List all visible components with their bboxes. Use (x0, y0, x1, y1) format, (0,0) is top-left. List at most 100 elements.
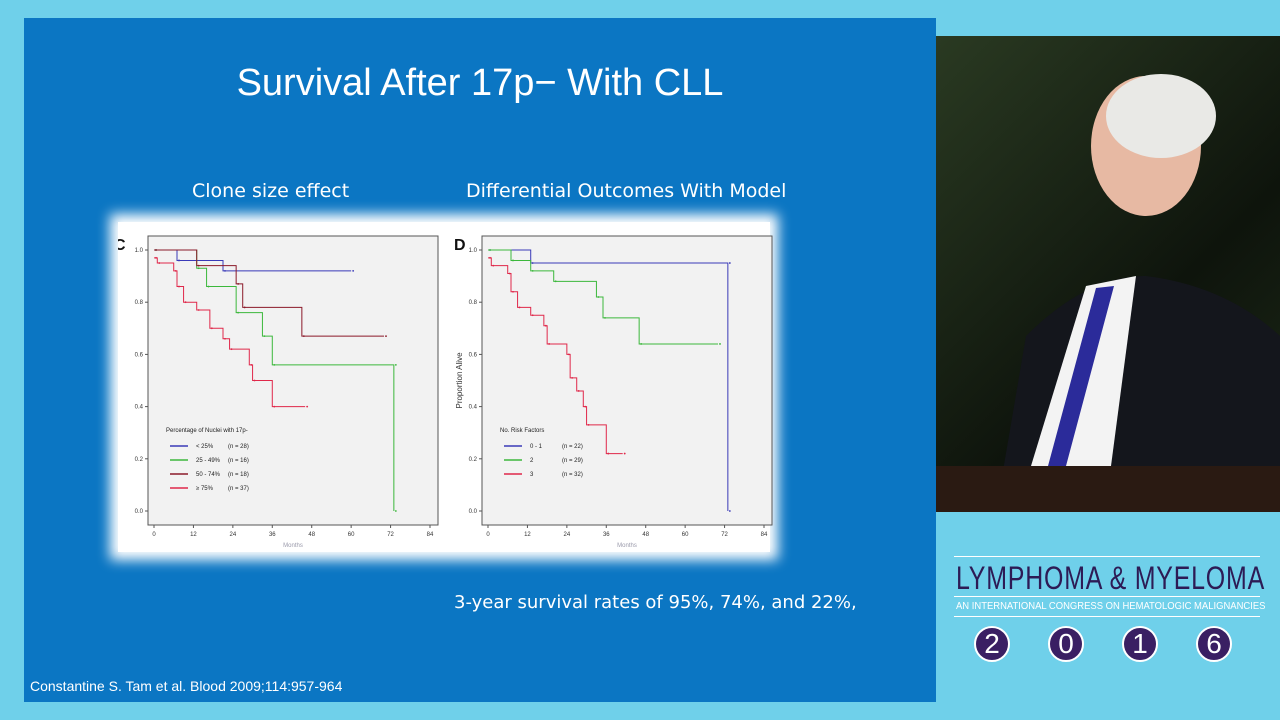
censor-mark (604, 316, 606, 319)
censor-mark (640, 343, 643, 345)
y-tick-label: 0.6 (135, 352, 144, 358)
censor-mark (531, 314, 534, 317)
censor-mark (554, 280, 557, 283)
x-tick-label: 12 (190, 532, 197, 538)
y-axis-label: Proportion Alive (455, 352, 464, 409)
censor-mark (184, 301, 187, 304)
x-tick-label: 84 (761, 532, 768, 538)
y-tick-label: 0.2 (469, 457, 478, 463)
censor-mark (237, 283, 240, 285)
x-tick-label: 0 (486, 532, 490, 538)
year-digit: 6 (1196, 626, 1232, 662)
plot-area (147, 235, 439, 526)
censor-mark (394, 510, 397, 512)
chart-panel-d: D 0.0 0.2 0.4 0.6 0.8 1.0 0 12 24 36 48 60 72 84 Months… (454, 235, 773, 549)
left-chart-subtitle: Clone size effect (192, 180, 350, 202)
censor-mark (197, 267, 200, 270)
y-tick-label: 1.0 (469, 248, 478, 254)
censor-mark (197, 309, 200, 311)
logo-name: LYMPHOMA & MYELOMA (956, 560, 1266, 596)
x-tick-label: 24 (230, 532, 237, 538)
legend-count: (n = 16) (228, 458, 249, 464)
x-axis-label: Months (617, 543, 637, 549)
x-tick-label: 72 (721, 532, 728, 538)
year-digit: 0 (1048, 626, 1084, 662)
censor-mark (174, 269, 177, 272)
legend-label: < 25% (196, 444, 214, 450)
legend-title: Percentage of Nuclei with 17p- (166, 428, 248, 434)
censor-mark (385, 335, 387, 338)
censor-mark (207, 285, 210, 288)
censor-mark (548, 343, 551, 345)
legend-count: (n = 22) (562, 444, 583, 450)
presentation-slide: Survival After 17p− With CLL Clone size … (24, 18, 936, 702)
censor-mark (577, 390, 580, 392)
legend-count: (n = 28) (228, 444, 249, 450)
speaker-silhouette (936, 74, 1280, 512)
censor-mark (250, 363, 253, 366)
x-axis-label: Months (283, 543, 303, 549)
censor-mark (155, 249, 157, 251)
legend-label: 3 (530, 472, 534, 478)
censor-mark (512, 259, 514, 262)
y-tick-label: 0.8 (135, 300, 144, 306)
censor-mark (728, 510, 731, 512)
right-chart-subtitle: Differential Outcomes With Model (466, 180, 787, 202)
legend-count: (n = 18) (228, 472, 249, 478)
survival-curve-3 (154, 257, 306, 408)
slide-title: Survival After 17p− With CLL (236, 62, 724, 104)
x-tick-label: 72 (387, 532, 394, 538)
censor-mark (607, 452, 610, 455)
censor-mark (178, 285, 180, 288)
censor-mark (158, 262, 161, 264)
censor-mark (728, 262, 731, 264)
censor-mark (263, 335, 266, 338)
censor-mark (571, 376, 574, 379)
censor-mark (243, 306, 246, 309)
legend-label: 25 - 49% (196, 458, 221, 464)
legend-count: (n = 32) (562, 472, 583, 478)
censor-mark (489, 256, 491, 259)
panel-label: D (454, 237, 466, 254)
censor-mark (531, 262, 534, 264)
legend-label: 0 - 1 (530, 444, 543, 450)
x-tick-label: 0 (152, 532, 156, 538)
censor-mark (224, 269, 226, 272)
legend-count: (n = 37) (228, 486, 249, 492)
censor-mark (719, 343, 721, 345)
y-tick-label: 0.2 (135, 457, 144, 463)
speaker-video (936, 36, 1280, 512)
chart-panel-c: C 0.0 0.2 0.4 0.6 0.8 1.0 0 12 24 36 48 60 72 84 Months… (118, 235, 439, 549)
legend-count: (n = 29) (562, 458, 583, 464)
survival-curve-1 (154, 249, 395, 511)
x-tick-label: 48 (642, 532, 649, 538)
survival-note: 3-year survival rates of 95%, 74%, and 2… (454, 592, 857, 613)
censor-mark (518, 306, 521, 309)
figure-panels: C 0.0 0.2 0.4 0.6 0.8 1.0 0 12 24 36 48 60 72 84 Months… (118, 222, 773, 552)
panel-label: C (118, 237, 126, 254)
citation: Constantine S. Tam et al. Blood 2009;114… (30, 678, 343, 694)
censor-mark (224, 337, 226, 340)
censor-mark (237, 311, 240, 314)
censor-mark (597, 296, 600, 298)
y-tick-label: 0.4 (135, 405, 144, 411)
legend-label: ≥ 75% (196, 486, 214, 492)
censor-mark (512, 290, 514, 293)
censor-mark (210, 327, 213, 330)
censor-mark (489, 249, 491, 251)
censor-mark (587, 423, 590, 426)
x-tick-label: 48 (308, 532, 315, 538)
legend-label: 50 - 74% (196, 472, 221, 478)
censor-mark (253, 379, 256, 382)
censor-mark (492, 264, 495, 267)
censor-mark (623, 452, 626, 455)
legend-title: No. Risk Factors (500, 428, 544, 434)
censor-mark (302, 335, 305, 338)
y-tick-label: 0.6 (469, 352, 478, 358)
year-digit: 2 (974, 626, 1010, 662)
plot-area (481, 235, 773, 526)
censor-mark (508, 272, 511, 275)
y-tick-label: 0.8 (469, 300, 478, 306)
censor-mark (352, 269, 355, 272)
x-tick-label: 60 (348, 532, 355, 538)
